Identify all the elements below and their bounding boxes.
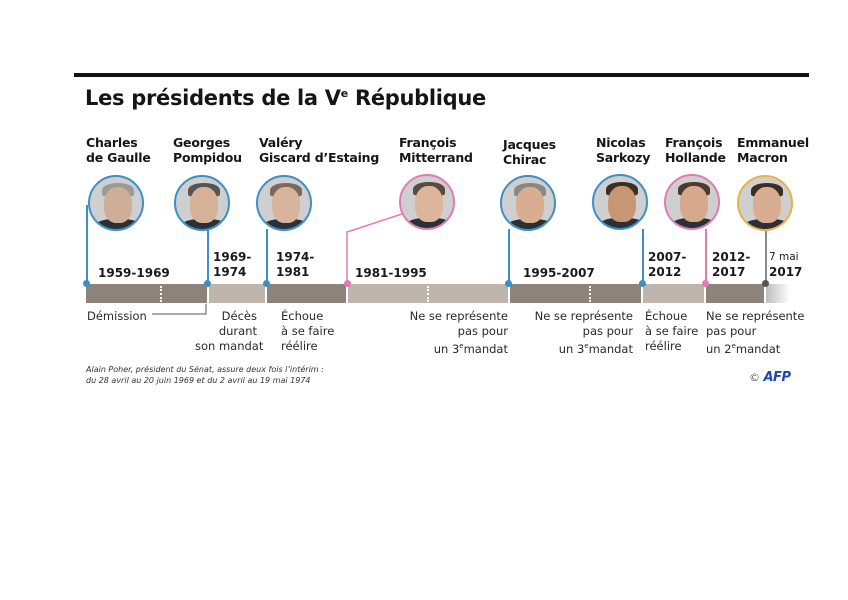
connector-pompidou [207,229,209,283]
term-divider [160,286,162,302]
term-start-dot [204,280,211,287]
connector-giscard [266,229,268,283]
note-mitterrand: Ne se représente pas pour un 3emandat [409,309,508,356]
portrait-chirac [500,175,556,231]
years-de-gaulle: 1959-1969 [98,266,170,280]
top-rule [74,73,809,77]
note-sarkozy: Échoue à se faire réélire [645,309,699,353]
term-start-dot [702,280,709,287]
copyright-icon: © [749,371,760,384]
term-bar-pompidou [209,284,265,303]
portrait-de-gaulle [88,175,144,231]
term-start-dot [505,280,512,287]
term-start-dot [639,280,646,287]
note-chirac: Ne se représente pas pour un 3emandat [534,309,633,356]
term-bar-sarkozy [643,284,704,303]
portrait-hollande [664,174,720,230]
term-bar-macron [766,284,790,303]
president-name-mitterrand: François Mitterrand [399,135,473,165]
note-giscard: Échoue à se faire réélire [281,309,335,353]
years-sarkozy: 2007- 2012 [648,250,687,279]
afp-logo: AFP [763,370,791,385]
president-name-giscard: Valéry Giscard d’Estaing [259,135,380,165]
afp-credit: © AFP [749,370,791,385]
term-start-dot [344,280,351,287]
term-start-dot [762,280,769,287]
portrait-mitterrand [399,174,455,230]
connector-sarkozy [642,229,644,283]
years-giscard: 1974- 1981 [276,250,315,279]
years-mitterrand: 1981-1995 [355,266,427,280]
years-pompidou: 1969- 1974 [213,250,252,279]
term-divider [589,286,591,302]
president-name-hollande: François Hollande [665,135,726,165]
connector-hollande [705,229,707,283]
connector-mitterrand [346,213,403,283]
term-start-dot [83,280,90,287]
president-name-macron: Emmanuel Macron [737,135,809,165]
president-name-de-gaulle: Charles de Gaulle [86,135,151,165]
years-chirac: 1995-2007 [523,266,595,280]
note-hollande: Ne se représente pas pour un 2emandat [706,309,805,356]
portrait-sarkozy [592,174,648,230]
page-title: Les présidents de la Ve République [85,86,486,110]
term-bar-chirac [510,284,641,303]
portrait-giscard [256,175,312,231]
president-name-pompidou: Georges Pompidou [173,135,242,165]
president-name-chirac: Jacques Chirac [503,137,556,167]
note-arrow [152,304,207,315]
term-bar-giscard [267,284,346,303]
years-macron: 7 mai 2017 [769,251,803,279]
term-bar-hollande [706,284,764,303]
portrait-pompidou [174,175,230,231]
connector-de-gaulle [86,205,88,283]
note-pompidou: Décès durant son mandat [195,309,264,353]
note-de-gaulle: Démission [87,309,147,323]
portrait-macron [737,175,793,231]
years-hollande: 2012- 2017 [712,250,751,279]
term-bar-de-gaulle [86,284,207,303]
term-start-dot [263,280,270,287]
connector-macron [765,231,767,283]
term-divider [427,286,429,302]
footnote: Alain Poher, président du Sénat, assure … [86,365,324,385]
connector-chirac [508,229,510,283]
president-name-sarkozy: Nicolas Sarkozy [596,135,651,165]
